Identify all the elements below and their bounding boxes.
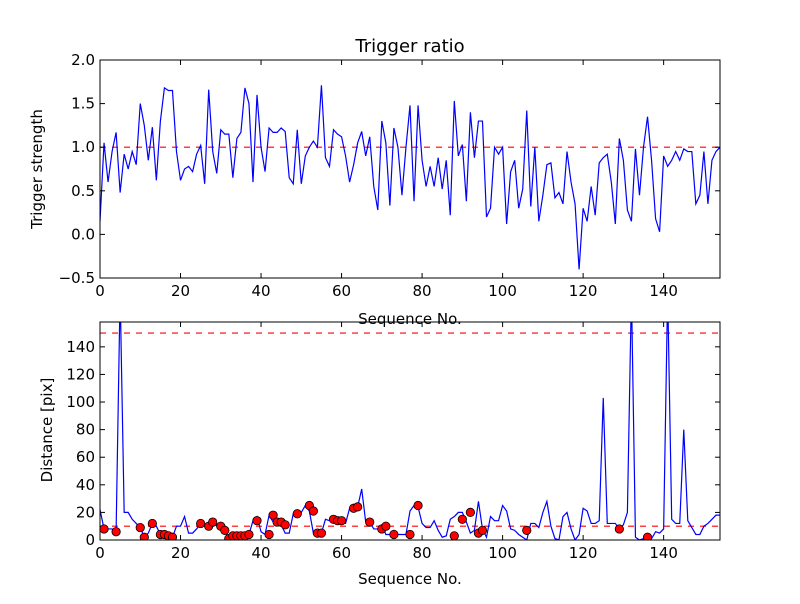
distance-panel: 0 20 40 60 80 100 120 140 0 20 40 60 80 100 120 140	[66, 321, 721, 562]
bottom-marker-point	[336, 516, 347, 526]
bottom-marker-point	[135, 522, 145, 533]
top-y-tick-label: −0.5	[59, 269, 95, 287]
bottom-marker-point	[100, 524, 109, 534]
bottom-plot-area	[100, 322, 720, 540]
bottom-marker-point	[413, 500, 423, 511]
bottom-x-tick-label: 140	[649, 544, 678, 562]
bottom-marker-point	[147, 518, 157, 529]
top-axes-frame	[99, 59, 721, 279]
bottom-marker-point	[167, 532, 178, 540]
bottom-x-axis-label: Sequence No.	[358, 570, 462, 588]
top-y-tick-label: 1.0	[71, 138, 95, 156]
top-series-line-0	[100, 85, 720, 270]
top-x-tick-label: 20	[171, 282, 190, 300]
top-plot-area	[100, 85, 720, 270]
bottom-axes-frame	[99, 321, 721, 541]
bottom-y-tick-label: 140	[66, 338, 95, 356]
bottom-y-tick-label: 60	[76, 448, 95, 466]
bottom-marker-point	[449, 531, 459, 540]
bottom-marker-point	[457, 514, 467, 524]
bottom-y-tick-label: 0	[85, 531, 95, 549]
top-x-tick-label: 60	[332, 282, 351, 300]
top-x-tick-label: 120	[569, 282, 598, 300]
bottom-marker-point	[477, 525, 488, 535]
bottom-y-tick-label: 100	[66, 393, 95, 411]
bottom-x-tick-label: 60	[332, 544, 351, 562]
bottom-marker-point	[292, 509, 302, 519]
bottom-marker-point	[389, 529, 399, 540]
top-x-tick-label: 0	[95, 282, 105, 300]
bottom-marker-point	[405, 529, 415, 540]
bottom-marker-point	[353, 502, 363, 512]
top-y-tick-label: 2.0	[71, 51, 95, 69]
top-y-tick-label: 0.5	[71, 182, 95, 200]
top-x-axis-label: Sequence No.	[358, 310, 462, 328]
top-x-tick-label: 80	[413, 282, 432, 300]
bottom-marker-point	[316, 528, 327, 538]
bottom-marker-point	[264, 529, 274, 540]
bottom-x-tick-label: 20	[171, 544, 190, 562]
top-y-tick-label: 1.5	[71, 95, 95, 113]
top-chart-title: Trigger ratio	[354, 36, 464, 57]
bottom-x-tick-label: 0	[95, 544, 105, 562]
bottom-marker-point	[522, 525, 532, 535]
bottom-y-tick-label: 20	[76, 503, 95, 521]
bottom-x-tick-label: 80	[413, 544, 432, 562]
bottom-x-tick-label: 100	[488, 544, 517, 562]
bottom-y-tick-label: 120	[66, 365, 95, 383]
bottom-x-tick-label: 120	[569, 544, 598, 562]
bottom-marker-point	[308, 506, 318, 516]
top-x-tick-label: 140	[649, 282, 678, 300]
trigger-ratio-panel: 0 20 40 60 80 100 120 140 −0.5 0.0 0.5 1.0 1.5 2.0	[59, 51, 721, 300]
bottom-y-tick-label: 80	[76, 421, 95, 439]
top-x-tick-label: 40	[251, 282, 270, 300]
bottom-marker-point	[196, 518, 206, 529]
bottom-marker-point	[280, 520, 290, 530]
bottom-marker-point	[111, 527, 121, 537]
bottom-marker-point	[465, 507, 475, 518]
bottom-marker-point	[268, 510, 278, 520]
bottom-marker-point	[642, 532, 653, 540]
bottom-x-tick-label: 40	[251, 544, 270, 562]
bottom-marker-point	[208, 517, 218, 527]
bottom-marker-point	[365, 517, 375, 527]
top-y-axis-label: Trigger strength	[28, 109, 46, 230]
bottom-y-tick-label: 40	[76, 476, 95, 494]
bottom-marker-point	[244, 529, 254, 540]
bottom-marker-point	[381, 521, 391, 531]
bottom-marker-point	[220, 525, 230, 535]
bottom-marker-point	[614, 524, 624, 534]
top-y-tick-label: 0.0	[71, 225, 95, 243]
top-x-tick-label: 100	[488, 282, 517, 300]
bottom-marker-point	[252, 516, 262, 526]
bottom-marker-point	[139, 532, 149, 540]
bottom-y-axis-label: Distance [pix]	[38, 378, 56, 483]
